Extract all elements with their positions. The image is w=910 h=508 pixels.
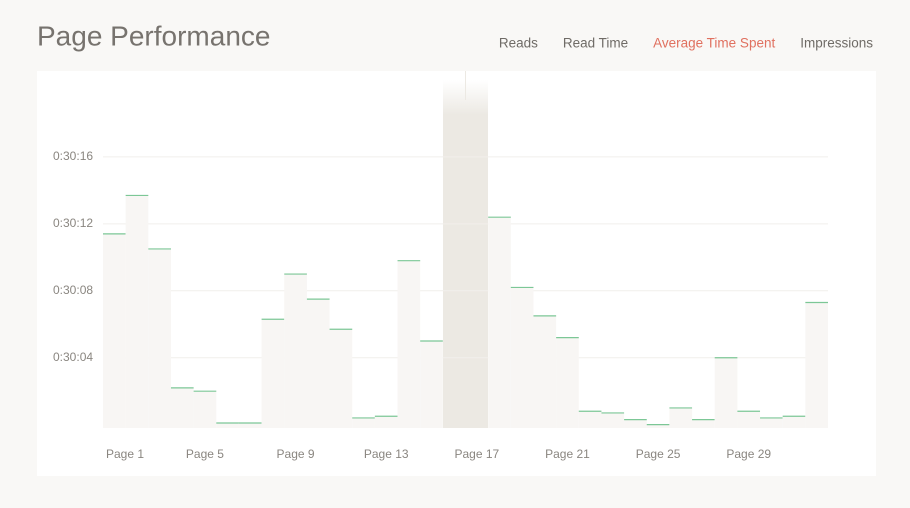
x-tick-label: Page 13 <box>364 447 409 461</box>
bar <box>782 416 806 428</box>
y-tick-label: 0:30:12 <box>53 216 93 230</box>
bar <box>397 260 421 428</box>
bar <box>352 417 375 428</box>
x-tick-label: Page 25 <box>636 447 681 461</box>
bar <box>329 329 353 428</box>
bar <box>533 315 557 428</box>
tab[interactable]: Read Time <box>563 36 628 51</box>
bar <box>193 391 217 428</box>
bar <box>556 337 579 428</box>
bar <box>374 416 398 428</box>
bar <box>261 319 285 428</box>
bar <box>737 411 761 428</box>
bar <box>125 195 149 428</box>
x-tick-label: Page 5 <box>186 447 224 461</box>
bar <box>669 407 693 428</box>
tab[interactable]: Impressions <box>800 36 873 51</box>
tab[interactable]: Average Time Spent <box>653 36 775 51</box>
hover-band <box>443 80 488 428</box>
x-tick-label: Page 29 <box>726 447 771 461</box>
plot: 0:30:04 0:30:08 0:30:12 0:30:16 Page 1 Page 5… <box>53 149 828 461</box>
y-tick-label: 0:30:08 <box>53 283 93 297</box>
bar <box>624 419 647 428</box>
bar <box>692 419 715 428</box>
x-tick-label: Page 21 <box>545 447 590 461</box>
bar <box>306 299 330 428</box>
page-title: Page Performance <box>37 20 270 51</box>
tab[interactable]: Reads <box>499 36 538 51</box>
bar <box>646 424 670 428</box>
bar <box>601 412 625 428</box>
tabs: Impressions Average Time Spent Read Time Re… <box>499 36 873 51</box>
bar <box>760 417 783 428</box>
y-tick-label: 0:30:04 <box>53 350 93 364</box>
bar <box>510 287 534 428</box>
bar <box>805 302 828 428</box>
bar <box>103 233 126 428</box>
bar <box>284 274 307 428</box>
x-tick-label: Page 9 <box>277 447 315 461</box>
bar <box>488 217 511 428</box>
x-tick-label: Page 17 <box>454 447 499 461</box>
bar <box>578 411 602 428</box>
bar <box>170 387 194 428</box>
bar <box>238 422 262 428</box>
bar <box>148 248 171 428</box>
x-tick-label: Page 1 <box>106 447 144 461</box>
bar <box>714 357 738 428</box>
bar <box>216 422 239 428</box>
y-tick-label: 0:30:16 <box>53 149 93 163</box>
bar <box>420 340 443 428</box>
